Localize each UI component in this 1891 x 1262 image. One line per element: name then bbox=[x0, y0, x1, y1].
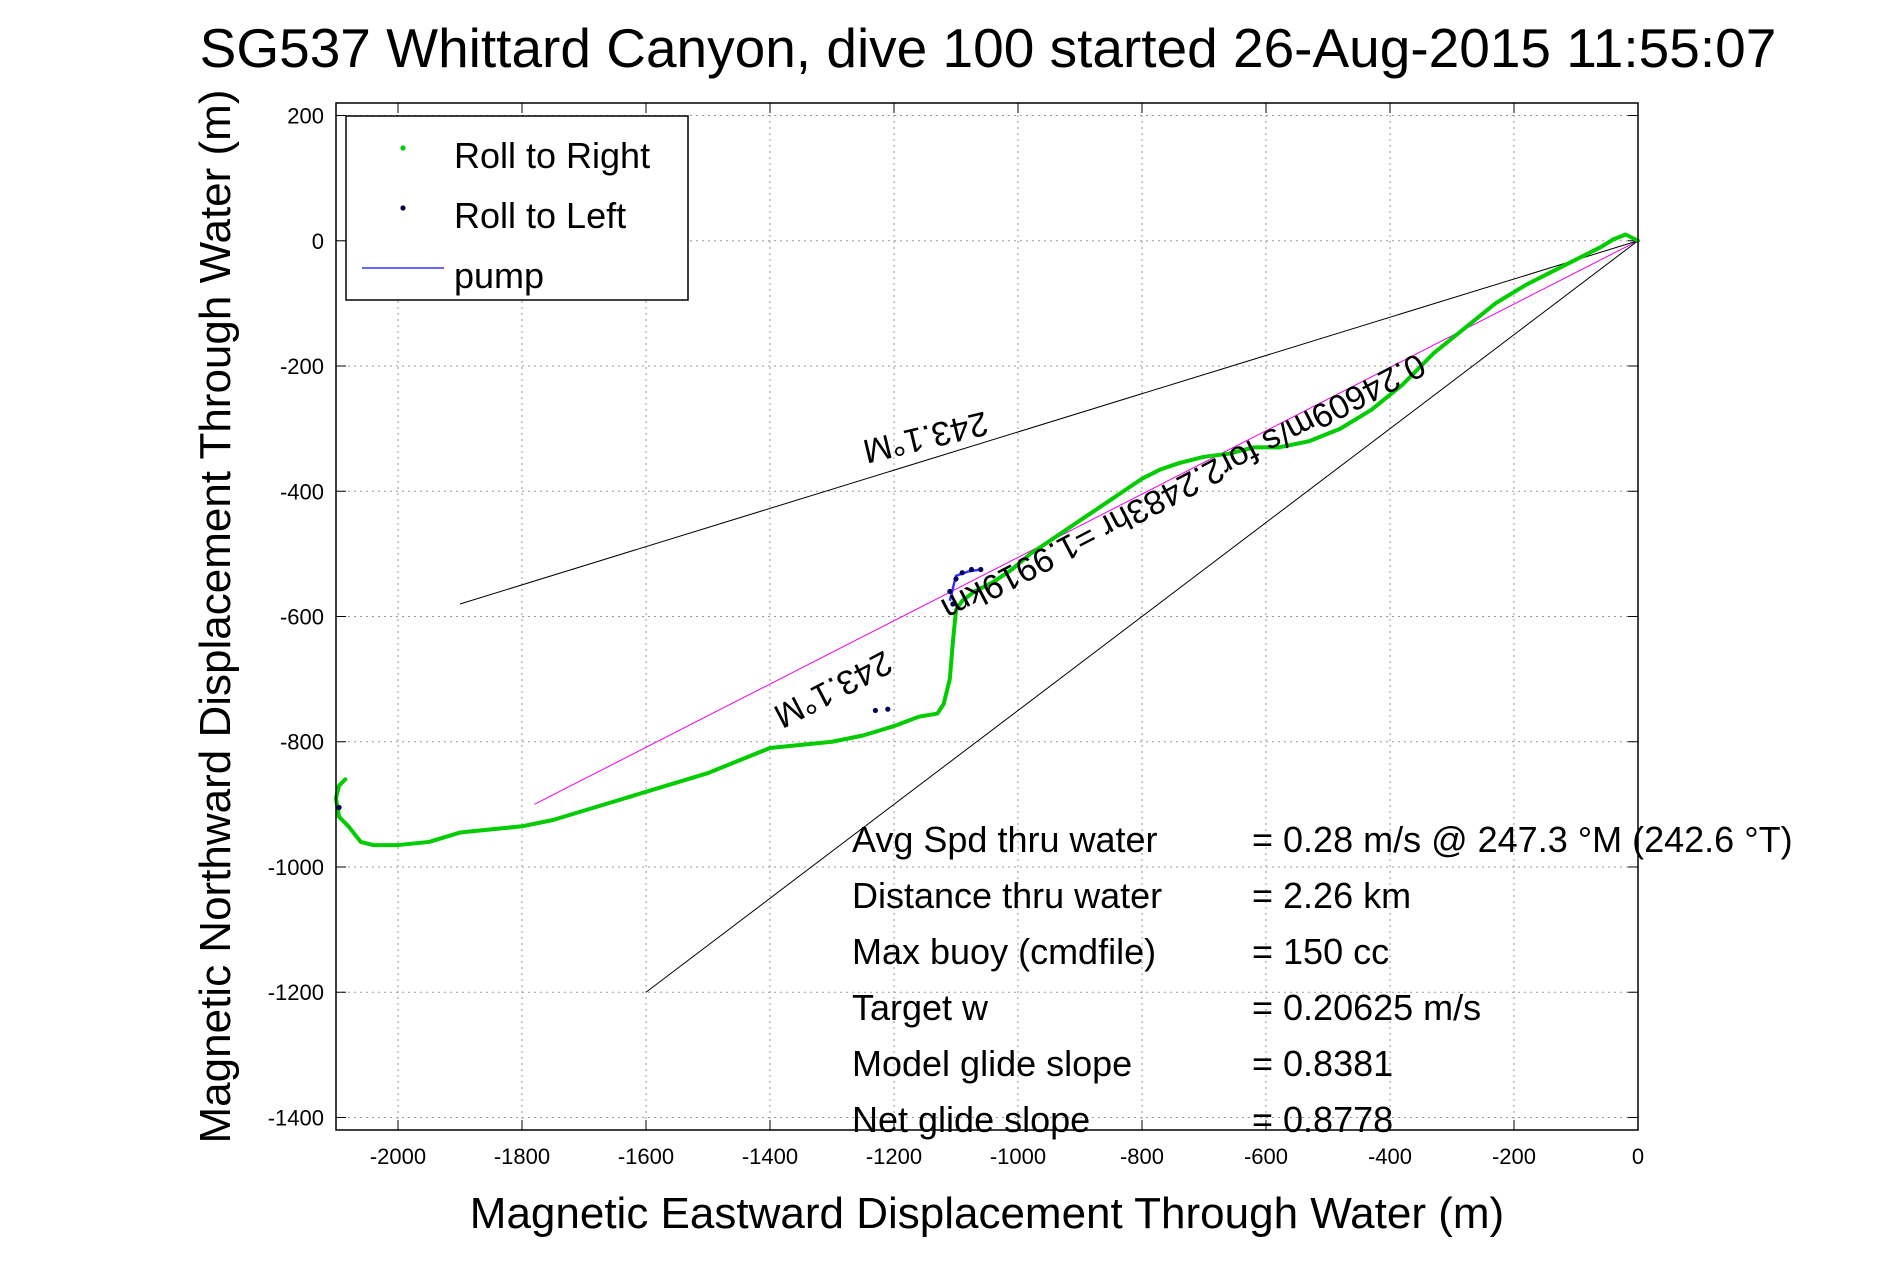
y-tick-label: -800 bbox=[280, 730, 324, 755]
roll-to-left-point bbox=[978, 566, 984, 573]
y-tick-label: -600 bbox=[280, 605, 324, 630]
roll-to-left-point bbox=[885, 706, 891, 712]
stat-value: = 2.26 km bbox=[1252, 875, 1411, 916]
stat-label: Avg Spd thru water bbox=[852, 819, 1158, 860]
roll-to-left-point bbox=[947, 588, 953, 595]
stat-value: = 150 cc bbox=[1252, 931, 1389, 972]
x-tick-label: -400 bbox=[1368, 1144, 1412, 1169]
x-tick-label: -1600 bbox=[618, 1144, 674, 1169]
x-tick-label: -1800 bbox=[494, 1144, 550, 1169]
heading-label-mid: 243.1°M bbox=[768, 643, 898, 735]
stat-label: Max buoy (cmdfile) bbox=[852, 931, 1156, 972]
legend-label: pump bbox=[454, 255, 544, 296]
y-tick-label: -1400 bbox=[268, 1105, 324, 1130]
plot-frame bbox=[335, 102, 1639, 1131]
series-roll-to-right bbox=[334, 232, 1640, 848]
x-axis-label: Magnetic Eastward Displacement Through W… bbox=[470, 1189, 1504, 1238]
legend: Roll to Right Roll to Left pump bbox=[345, 115, 689, 301]
stat-value: = 0.8778 bbox=[1252, 1099, 1393, 1140]
series-group bbox=[334, 232, 1640, 848]
stat-label: Model glide slope bbox=[852, 1043, 1132, 1084]
legend-marker bbox=[400, 145, 406, 151]
roll-to-left-point bbox=[953, 576, 959, 582]
chart-title: SG537 Whittard Canyon, dive 100 started … bbox=[200, 17, 1777, 79]
y-tick-label: -400 bbox=[280, 479, 324, 504]
stat-label: Distance thru water bbox=[852, 875, 1162, 916]
y-tick-label: 200 bbox=[287, 104, 324, 129]
y-axis-ticks: 200 0 -200 -400 -600 -800 -1000 -1200 -1400 bbox=[268, 104, 1638, 1130]
x-tick-label: -800 bbox=[1120, 1144, 1164, 1169]
x-tick-label: -1000 bbox=[990, 1144, 1046, 1169]
y-tick-label: -200 bbox=[280, 354, 324, 379]
y-tick-label: -1000 bbox=[268, 855, 324, 880]
reference-line-bound-lower bbox=[645, 240, 1639, 993]
legend-label: Roll to Right bbox=[454, 135, 650, 176]
x-tick-label: -200 bbox=[1492, 1144, 1536, 1169]
x-tick-label: 0 bbox=[1632, 1144, 1644, 1169]
reference-line-bound-upper bbox=[459, 240, 1639, 605]
x-tick-label: -2000 bbox=[370, 1144, 426, 1169]
x-tick-label: -1400 bbox=[742, 1144, 798, 1169]
roll-to-left-point bbox=[968, 566, 975, 573]
stats-panel: Avg Spd thru water = 0.28 m/s @ 247.3 °M … bbox=[852, 819, 1793, 1140]
x-tick-label: -1200 bbox=[866, 1144, 922, 1169]
stat-label: Target w bbox=[852, 987, 989, 1028]
stat-label: Net glide slope bbox=[852, 1099, 1090, 1140]
stat-value: = 0.20625 m/s bbox=[1252, 987, 1481, 1028]
roll-to-left-point bbox=[336, 804, 342, 811]
y-tick-label: -1200 bbox=[268, 980, 324, 1005]
stat-value: = 0.28 m/s @ 247.3 °M (242.6 °T) bbox=[1252, 819, 1793, 860]
y-axis-label: Magnetic Northward Displacement Through … bbox=[191, 90, 240, 1144]
roll-to-left-point bbox=[950, 601, 956, 607]
y-tick-label: 0 bbox=[312, 229, 324, 254]
x-tick-label: -600 bbox=[1244, 1144, 1288, 1169]
legend-marker bbox=[400, 205, 406, 211]
roll-to-left-point bbox=[959, 570, 965, 576]
legend-label: Roll to Left bbox=[454, 195, 626, 236]
roll-to-left-point bbox=[872, 707, 879, 714]
stat-value: = 0.8381 bbox=[1252, 1043, 1393, 1084]
x-axis-ticks: -2000 -1800 -1600 -1400 -1200 -1000 -800 -600 -4… bbox=[370, 103, 1644, 1169]
